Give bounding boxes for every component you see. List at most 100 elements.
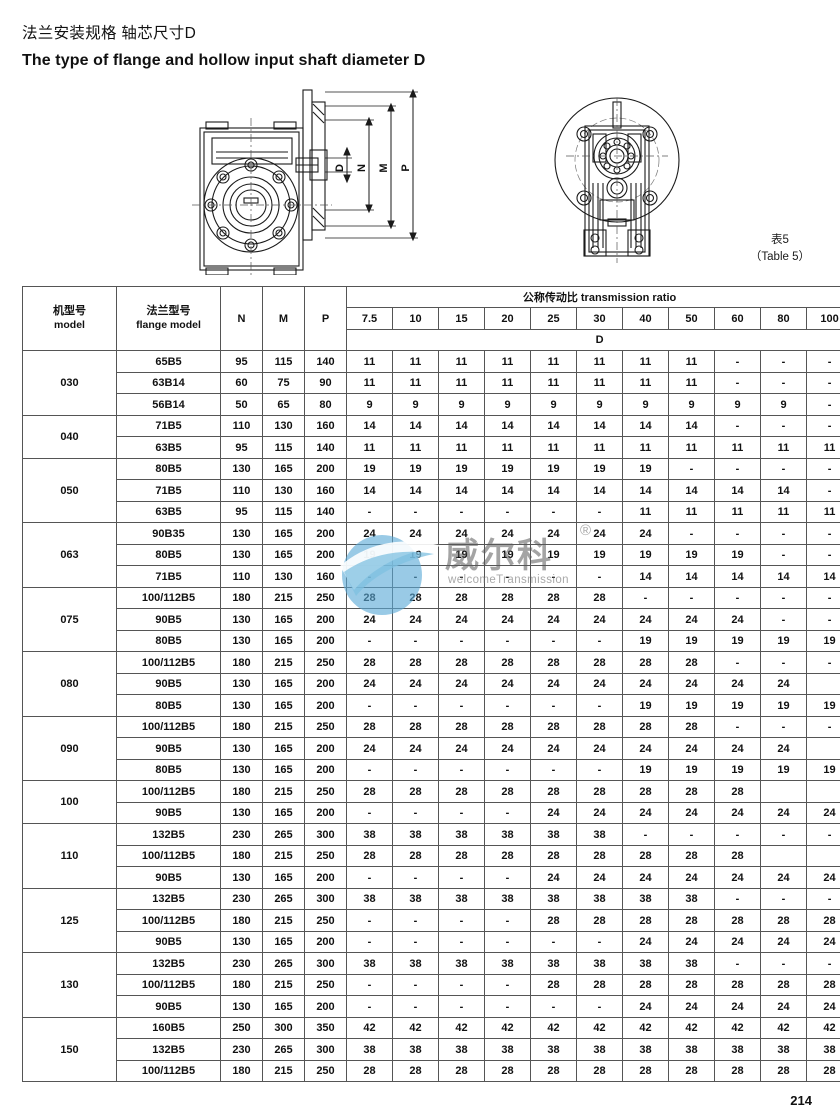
shaft-diameter-cell-ratio-15: 38 bbox=[438, 952, 485, 975]
shaft-diameter-cell-ratio-80: - bbox=[760, 823, 807, 846]
shaft-diameter-cell-ratio-10: 14 bbox=[392, 414, 439, 438]
table-caption: 表5 （Table 5） bbox=[750, 232, 810, 265]
dimension-p-cell: 90 bbox=[304, 371, 347, 395]
shaft-diameter-cell-ratio-100: 38 bbox=[805, 1038, 840, 1061]
table-row: 90B5 130 165 200- - - - - -24 24 24 24 24 bbox=[23, 995, 840, 1018]
shaft-diameter-cell-ratio-80: 19 bbox=[760, 694, 807, 717]
shaft-diameter-cell-ratio-40: 24 bbox=[622, 930, 669, 954]
dimension-p-cell: 200 bbox=[304, 737, 347, 760]
shaft-diameter-cell-ratio-15: 24 bbox=[438, 522, 485, 545]
dimension-n-cell: 180 bbox=[220, 780, 263, 803]
shaft-diameter-cell-ratio-40: 9 bbox=[622, 393, 669, 416]
shaft-diameter-cell-ratio-100: - bbox=[805, 543, 840, 567]
flange-model-cell: 100/112B5 bbox=[116, 973, 221, 997]
shaft-diameter-cell-ratio-10: - bbox=[392, 930, 439, 954]
shaft-diameter-cell-ratio-60: - bbox=[714, 823, 761, 846]
shaft-diameter-cell-ratio-50: 24 bbox=[668, 737, 715, 760]
shaft-diameter-cell-ratio-30: 24 bbox=[576, 801, 623, 825]
shaft-diameter-cell-ratio-60: - bbox=[714, 887, 761, 911]
shaft-diameter-cell-ratio-10: 38 bbox=[392, 952, 439, 975]
header-ratio-80: 80 bbox=[760, 307, 807, 330]
shaft-diameter-cell-ratio-30: 38 bbox=[576, 1038, 623, 1061]
flange-model-cell: 80B5 bbox=[116, 758, 221, 782]
shaft-diameter-cell-ratio-10: 9 bbox=[392, 393, 439, 416]
shaft-diameter-cell-ratio-80: - bbox=[760, 651, 807, 674]
shaft-diameter-cell-ratio-20: 28 bbox=[484, 715, 531, 739]
shaft-diameter-cell-ratio-30: 11 bbox=[576, 436, 623, 459]
shaft-diameter-cell-ratio-100: 28 bbox=[805, 1059, 840, 1083]
shaft-diameter-cell-ratio-100: - bbox=[805, 522, 840, 545]
shaft-diameter-cell-ratio-15: - bbox=[438, 973, 485, 997]
shaft-diameter-cell-ratio-10: - bbox=[392, 694, 439, 717]
table-row: 90B5 130 165 200 24 24 24 24 24 24 24 24 24 24 bbox=[23, 672, 840, 696]
dimension-label-M: M bbox=[378, 163, 390, 172]
dimension-p-cell: 160 bbox=[304, 414, 347, 438]
flange-spec-table: 机型号 model 法兰型号 flange model N M P 公称传动比 … bbox=[22, 285, 840, 1083]
shaft-diameter-cell-ratio-20: 28 bbox=[484, 586, 531, 610]
shaft-diameter-cell-ratio-25: - bbox=[530, 694, 577, 717]
shaft-diameter-cell-ratio-7.5: 14 bbox=[346, 414, 393, 438]
dimension-n-cell: 130 bbox=[220, 457, 263, 481]
shaft-diameter-cell-ratio-15: - bbox=[438, 866, 485, 889]
shaft-diameter-cell-ratio-80: 28 bbox=[760, 973, 807, 997]
shaft-diameter-cell-ratio-100: - bbox=[805, 715, 840, 739]
dimension-p-cell: 200 bbox=[304, 930, 347, 954]
shaft-diameter-cell-ratio-7.5: 28 bbox=[346, 844, 393, 868]
shaft-diameter-cell-ratio-15: 19 bbox=[438, 543, 485, 567]
shaft-diameter-cell-ratio-15: 24 bbox=[438, 737, 485, 760]
dimension-p-cell: 250 bbox=[304, 715, 347, 739]
shaft-diameter-cell-ratio-40: 28 bbox=[622, 715, 669, 739]
flange-mounted-gearbox-side-view-drawing: D N M P bbox=[192, 80, 427, 280]
dimension-m-cell: 130 bbox=[262, 414, 305, 438]
shaft-diameter-cell-ratio-50: - bbox=[668, 586, 715, 610]
shaft-diameter-cell-ratio-50: 38 bbox=[668, 1038, 715, 1061]
shaft-diameter-cell-ratio-30: 24 bbox=[576, 522, 623, 545]
shaft-diameter-cell-ratio-25: 38 bbox=[530, 887, 577, 911]
shaft-diameter-cell-ratio-60: 11 bbox=[714, 436, 761, 459]
dimension-p-cell: 250 bbox=[304, 973, 347, 997]
dimension-m-cell: 165 bbox=[262, 672, 305, 696]
shaft-diameter-cell-ratio-60: 14 bbox=[714, 479, 761, 502]
shaft-diameter-cell-ratio-60: 42 bbox=[714, 1016, 761, 1040]
shaft-diameter-cell-ratio-40: 38 bbox=[622, 952, 669, 975]
shaft-diameter-cell-ratio-100 bbox=[805, 780, 840, 803]
shaft-diameter-cell-ratio-15: - bbox=[438, 801, 485, 825]
model-cell-030: 030 bbox=[22, 350, 117, 416]
dimension-p-cell: 250 bbox=[304, 651, 347, 674]
shaft-diameter-cell-ratio-30: 28 bbox=[576, 909, 623, 932]
shaft-diameter-cell-ratio-80: 24 bbox=[760, 737, 807, 760]
shaft-diameter-cell-ratio-40: 28 bbox=[622, 909, 669, 932]
dimension-p-cell: 300 bbox=[304, 952, 347, 975]
shaft-diameter-cell-ratio-100: - bbox=[805, 457, 840, 481]
shaft-diameter-cell-ratio-100: - bbox=[805, 651, 840, 674]
shaft-diameter-cell-ratio-25: - bbox=[530, 930, 577, 954]
table-row: 63B5 95 115 140- - - - - -11 11 11 11 11 bbox=[23, 500, 840, 524]
shaft-diameter-cell-ratio-30: 24 bbox=[576, 737, 623, 760]
shaft-diameter-cell-ratio-60: - bbox=[714, 350, 761, 373]
shaft-diameter-cell-ratio-80: 24 bbox=[760, 930, 807, 954]
shaft-diameter-cell-ratio-80: 42 bbox=[760, 1016, 807, 1040]
shaft-diameter-cell-ratio-25: 28 bbox=[530, 1059, 577, 1083]
shaft-diameter-cell-ratio-15: - bbox=[438, 565, 485, 588]
header-model-cn: 机型号 bbox=[53, 305, 86, 318]
dimension-m-cell: 75 bbox=[262, 371, 305, 395]
shaft-diameter-cell-ratio-100: 11 bbox=[805, 436, 840, 459]
shaft-diameter-cell-ratio-10: 19 bbox=[392, 457, 439, 481]
flange-model-cell: 80B5 bbox=[116, 457, 221, 481]
flange-model-cell: 100/112B5 bbox=[116, 651, 221, 674]
table-row: 080 100/112B5 180 215 250 28 28 28 28 28 28 28 28- - - bbox=[22, 651, 840, 717]
shaft-diameter-cell-ratio-20: 14 bbox=[484, 479, 531, 502]
dimension-m-cell: 65 bbox=[262, 393, 305, 416]
shaft-diameter-cell-ratio-40: 11 bbox=[622, 371, 669, 395]
dimension-p-cell: 200 bbox=[304, 672, 347, 696]
shaft-diameter-cell-ratio-40: 19 bbox=[622, 457, 669, 481]
header-ratio-20: 20 bbox=[484, 307, 531, 330]
dimension-n-cell: 95 bbox=[220, 436, 263, 459]
shaft-diameter-cell-ratio-10: 14 bbox=[392, 479, 439, 502]
shaft-diameter-cell-ratio-15: 38 bbox=[438, 823, 485, 846]
shaft-diameter-cell-ratio-10: 11 bbox=[392, 350, 439, 373]
flange-model-cell: 100/112B5 bbox=[116, 780, 221, 803]
shaft-diameter-cell-ratio-80: 24 bbox=[760, 995, 807, 1018]
shaft-diameter-cell-ratio-20: 38 bbox=[484, 1038, 531, 1061]
shaft-diameter-cell-ratio-25: 24 bbox=[530, 866, 577, 889]
